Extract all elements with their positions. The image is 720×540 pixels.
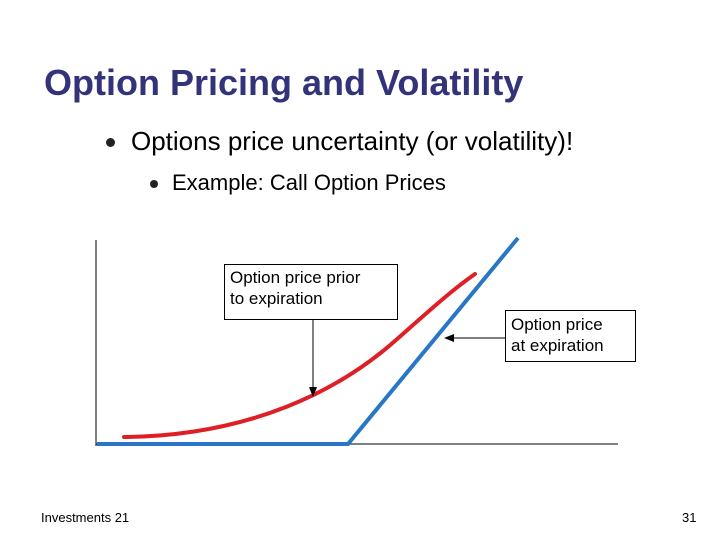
bullet-level-1: Options price uncertainty (or volatility… <box>106 126 573 157</box>
slide-number: 31 <box>682 510 697 525</box>
bullet-text: Options price uncertainty (or volatility… <box>131 126 574 156</box>
callout-at-expiration: Option price at expiration <box>505 310 636 362</box>
bullet-text: Example: Call Option Prices <box>172 170 446 195</box>
callout-line: at expiration <box>511 336 604 355</box>
callout-prior-to-expiration: Option price prior to expiration <box>224 264 398 320</box>
bullet-dot-icon <box>106 138 115 147</box>
callout-line: Option price <box>511 315 603 334</box>
bullet-dot-icon <box>150 180 158 188</box>
callout-line: Option price prior <box>230 268 361 287</box>
prior-price-curve <box>122 272 477 439</box>
callout-line: to expiration <box>230 289 323 308</box>
expiration-payoff-line <box>97 236 520 446</box>
footer-course-label: Investments 21 <box>41 510 130 525</box>
bullet-level-2: Example: Call Option Prices <box>150 170 446 196</box>
slide-title: Option Pricing and Volatility <box>44 62 524 103</box>
